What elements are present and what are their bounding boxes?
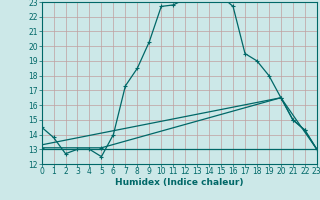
- X-axis label: Humidex (Indice chaleur): Humidex (Indice chaleur): [115, 178, 244, 187]
